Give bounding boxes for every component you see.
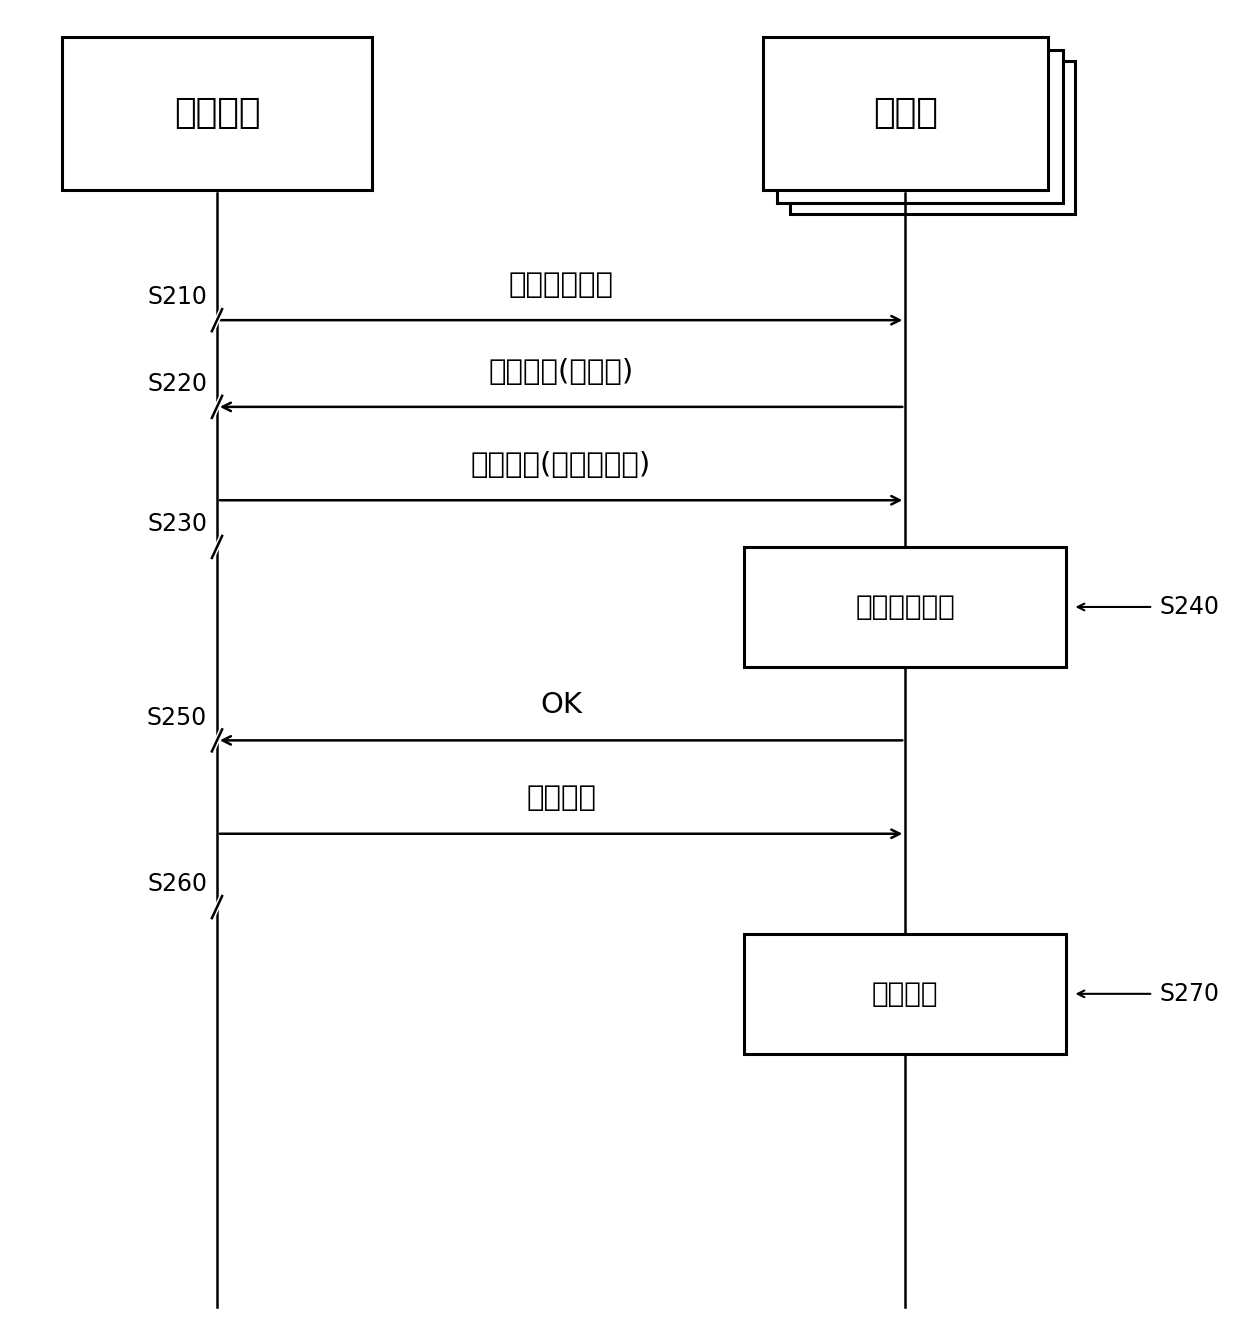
Text: S240: S240 bbox=[1159, 595, 1219, 619]
Text: 控制器: 控制器 bbox=[873, 96, 937, 131]
Text: S260: S260 bbox=[148, 872, 207, 896]
Bar bbox=[744, 934, 1066, 1054]
Bar bbox=[744, 547, 1066, 667]
Text: 传送密钥(随机数加密): 传送密钥(随机数加密) bbox=[471, 451, 651, 479]
Text: 请求重新编程: 请求重新编程 bbox=[508, 271, 614, 299]
Text: S210: S210 bbox=[148, 285, 207, 309]
Text: S250: S250 bbox=[146, 706, 207, 730]
Text: S220: S220 bbox=[148, 372, 207, 396]
Text: 认证固件: 认证固件 bbox=[872, 980, 939, 1007]
Bar bbox=[62, 36, 372, 191]
Text: OK: OK bbox=[541, 691, 582, 719]
Bar bbox=[763, 36, 1048, 191]
Bar bbox=[777, 49, 1063, 203]
Bar bbox=[790, 60, 1075, 213]
Text: 传送种子(随机数): 传送种子(随机数) bbox=[489, 358, 634, 386]
Text: S270: S270 bbox=[1159, 982, 1219, 1006]
Text: 确认诊断设备: 确认诊断设备 bbox=[856, 594, 955, 620]
Text: S230: S230 bbox=[148, 512, 207, 536]
Text: 诊断设备: 诊断设备 bbox=[174, 96, 260, 131]
Text: 传送固件: 传送固件 bbox=[526, 784, 596, 812]
